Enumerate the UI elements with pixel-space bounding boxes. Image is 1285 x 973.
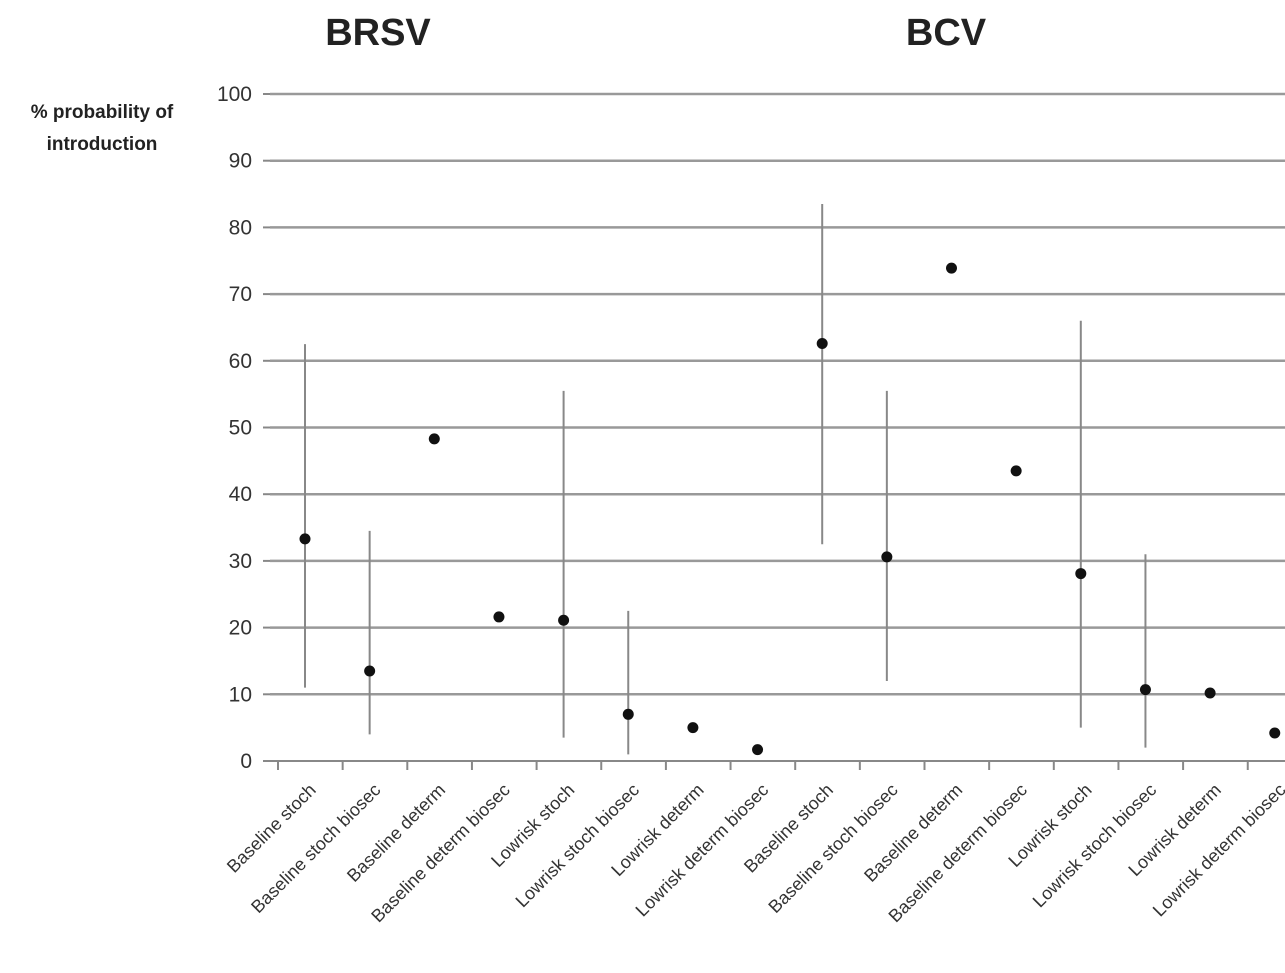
data-point bbox=[752, 744, 764, 756]
data-point bbox=[1204, 687, 1216, 699]
x-tick-label: Baseline stoch biosec bbox=[247, 780, 384, 917]
y-tick-label: 40 bbox=[229, 483, 252, 506]
y-tick-label: 20 bbox=[229, 617, 252, 640]
data-point bbox=[364, 665, 376, 677]
data-point bbox=[493, 611, 505, 623]
y-tick-label: 80 bbox=[229, 216, 252, 239]
error-bars bbox=[304, 204, 1147, 755]
data-point bbox=[1139, 684, 1151, 696]
data-point bbox=[1010, 465, 1022, 477]
data-point bbox=[1075, 568, 1087, 580]
data-point bbox=[881, 551, 893, 563]
data-point bbox=[622, 708, 634, 720]
group-title-brsv: BRSV bbox=[325, 12, 431, 54]
gridlines bbox=[270, 92, 1285, 696]
data-point bbox=[558, 614, 570, 626]
data-point bbox=[816, 337, 828, 349]
data-point bbox=[299, 533, 311, 545]
data-point bbox=[428, 433, 440, 445]
x-tick-label: Baseline stoch biosec bbox=[764, 780, 901, 917]
y-axis-label-line-2: introduction bbox=[47, 134, 158, 155]
x-tick-label: Lowrisk stoch biosec bbox=[1029, 780, 1161, 912]
y-tick-label: 10 bbox=[229, 683, 252, 706]
y-tick-label: 0 bbox=[240, 750, 252, 773]
y-axis-label-line-1: % probability of bbox=[31, 102, 174, 123]
x-tick-label: Lowrisk stoch biosec bbox=[512, 780, 644, 912]
y-tick-label: 70 bbox=[229, 283, 252, 306]
data-point bbox=[946, 262, 957, 274]
x-axis bbox=[270, 760, 1285, 770]
data-point bbox=[687, 722, 699, 734]
group-title-bcv: BCV bbox=[906, 12, 987, 54]
y-tick-label: 50 bbox=[229, 417, 252, 440]
data-points bbox=[299, 262, 1281, 756]
y-tick-label: 100 bbox=[217, 83, 252, 106]
y-axis-ticks: 0 10 20 30 40 50 60 70 80 90 100 bbox=[217, 83, 270, 773]
data-point bbox=[1269, 727, 1281, 739]
y-tick-label: 90 bbox=[229, 150, 252, 173]
y-tick-label: 60 bbox=[229, 350, 252, 373]
y-tick-label: 30 bbox=[229, 550, 252, 573]
